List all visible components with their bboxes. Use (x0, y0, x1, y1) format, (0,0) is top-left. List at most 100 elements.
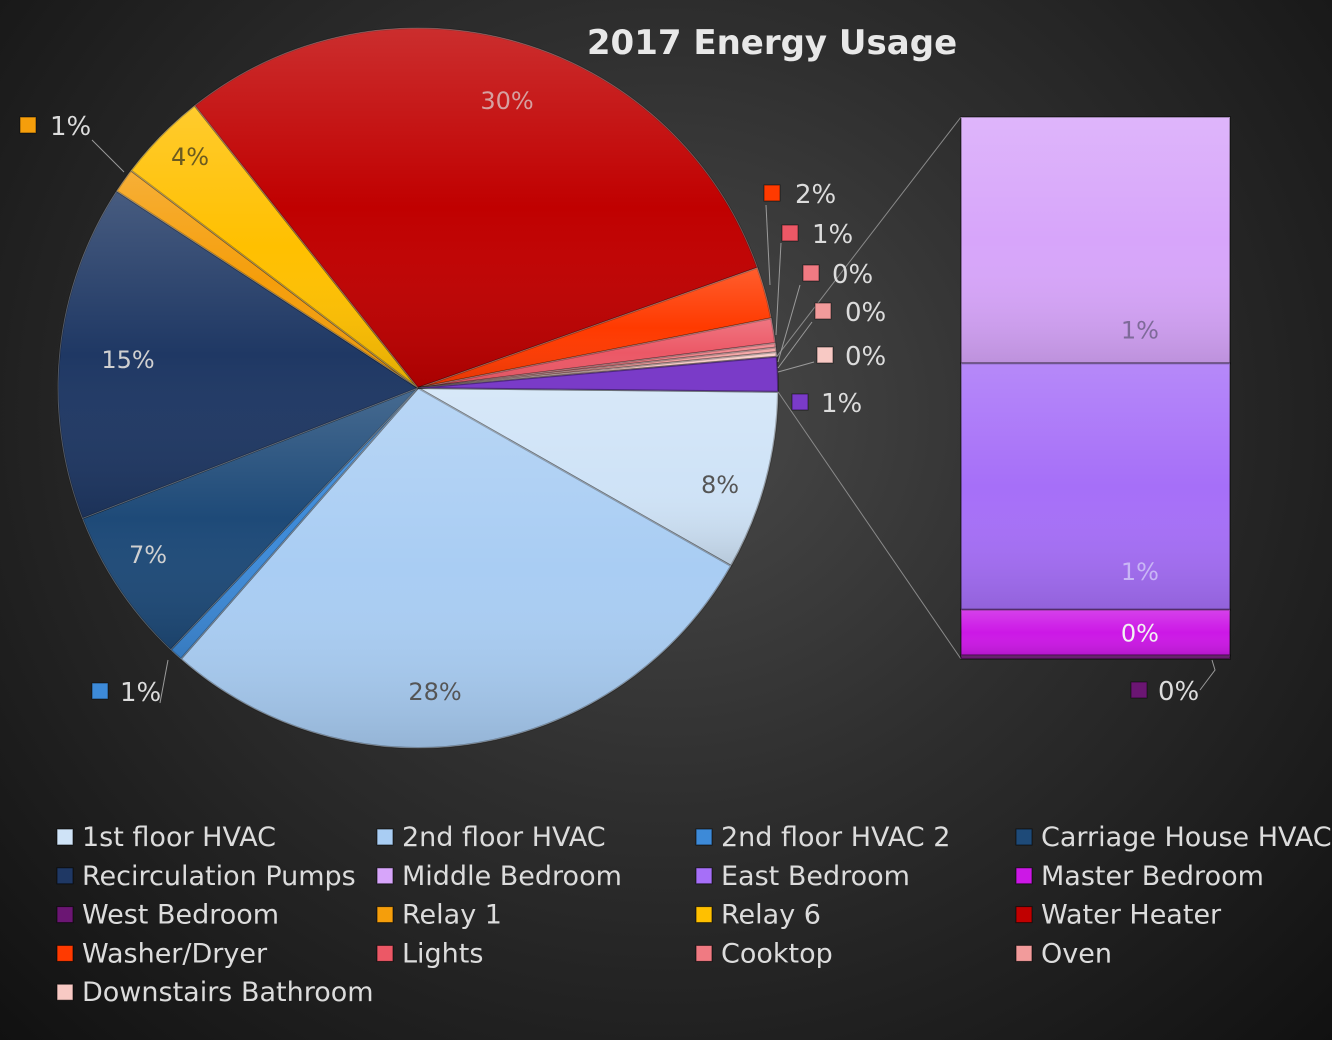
leader-line (1199, 659, 1216, 691)
legend-item-oven: Oven (1015, 938, 1112, 969)
legend-item-master-bedroom: Master Bedroom (1015, 861, 1264, 892)
legend-item-water-heater: Water Heater (1015, 900, 1222, 931)
legend-swatch (376, 828, 394, 846)
chart-title: 2017 Energy Usage (587, 23, 957, 63)
pie-slice-shine (417, 342, 777, 389)
legend-label: 2nd floor HVAC (402, 822, 606, 853)
data-label-2nd-floor-hvac: 28% (408, 678, 461, 706)
legend-label: West Bedroom (82, 900, 279, 931)
leader-line (91, 139, 125, 173)
data-label-2nd-floor-hvac-2: 1% (120, 678, 161, 708)
connector-line (777, 391, 962, 660)
legend-label: Relay 6 (721, 900, 821, 931)
legend-item-washer-dryer: Washer/Dryer (56, 938, 268, 969)
data-label-oven: 0% (845, 298, 886, 328)
legend-swatch (56, 867, 74, 885)
label-marker-west-bedroom (1130, 681, 1148, 699)
pie-slice-shine (417, 317, 776, 389)
data-label-downstairs-bathroom: 0% (845, 342, 886, 372)
data-label-other: 1% (821, 389, 862, 419)
data-label-carriage-house-hvac: 7% (129, 541, 167, 569)
data-label-lights: 1% (812, 220, 853, 250)
legend-swatch (695, 906, 713, 924)
label-marker-washer-dryer (763, 184, 781, 202)
label-marker-lights (781, 224, 799, 242)
legend-swatch (695, 867, 713, 885)
legend-swatch (695, 828, 713, 846)
legend-label: Washer/Dryer (82, 938, 268, 969)
legend-label: Carriage House HVAC (1041, 822, 1332, 853)
data-label-west-bedroom: 0% (1158, 677, 1199, 707)
secondary-stacked-bar (960, 116, 1231, 661)
label-marker-downstairs-bathroom (816, 346, 834, 364)
label-marker-oven (814, 302, 832, 320)
legend-item-relay-1: Relay 1 (376, 900, 502, 931)
data-label-cooktop: 0% (832, 260, 873, 290)
label-marker-relay-1 (19, 116, 37, 134)
bar-connector-lines (776, 116, 962, 660)
leader-line (777, 321, 813, 369)
legend-label: 2nd floor HVAC 2 (721, 822, 950, 853)
bar-segment-shine (961, 363, 1230, 610)
legend-label: Relay 1 (402, 900, 502, 931)
label-marker-cooktop (802, 264, 820, 282)
legend-label: 1st floor HVAC (82, 822, 276, 853)
data-labels: 8% 28% 1% 7% 15% 1% 4% 30% 2% 1% 0% 0% 0% 1% 1% 1% 0% 0% (19, 87, 1216, 708)
bar-segment-shine (961, 655, 1230, 659)
legend-item-east-bedroom: East Bedroom (695, 861, 910, 892)
connector-line (776, 116, 962, 358)
legend-label: Cooktop (721, 938, 833, 969)
legend-swatch (1015, 828, 1033, 846)
legend-swatch (376, 944, 394, 962)
legend-item-relay-6: Relay 6 (695, 900, 821, 931)
pie-slice-shine (170, 387, 419, 660)
leader-line (777, 361, 815, 373)
legend-swatch (376, 867, 394, 885)
legend-label: Lights (402, 938, 483, 969)
legend-label: Middle Bedroom (402, 861, 622, 892)
legend-label: Oven (1041, 938, 1112, 969)
bar-segment-shine (961, 609, 1230, 656)
legend-item-2nd-floor-hvac-2: 2nd floor HVAC 2 (695, 822, 950, 853)
label-marker-other (791, 393, 809, 411)
legend-item-recirculation-pumps: Recirculation Pumps (56, 861, 356, 892)
data-label-relay-1: 1% (50, 112, 91, 142)
leader-line (775, 242, 782, 336)
legend-item-cooktop: Cooktop (695, 938, 833, 969)
legend-swatch (695, 944, 713, 962)
bar-label-master-bedroom: 0% (1121, 620, 1159, 648)
legend-swatch (56, 983, 74, 1001)
data-label-washer-dryer: 2% (795, 180, 836, 210)
pie-slice-shine (180, 387, 732, 749)
legend-item-west-bedroom: West Bedroom (56, 900, 279, 931)
pie-slice-shine (130, 104, 419, 389)
legend: 1st floor HVAC 2nd floor HVAC 2nd floor HV… (56, 822, 1332, 1008)
legend-item-2nd-floor-hvac: 2nd floor HVAC (376, 822, 606, 853)
legend-swatch (376, 906, 394, 924)
pie-slice-shine (417, 267, 772, 389)
pie-slice-shine (57, 190, 420, 520)
data-label-recirculation-pumps: 15% (101, 346, 154, 374)
pie-slices (57, 27, 779, 749)
pie-slice-shine (194, 27, 758, 389)
data-label-water-heater: 30% (480, 87, 533, 115)
leader-line (159, 659, 169, 704)
pie-slice-shine (81, 387, 419, 651)
legend-swatch (1015, 867, 1033, 885)
legend-label: East Bedroom (721, 861, 910, 892)
legend-label: Recirculation Pumps (82, 861, 356, 892)
legend-item-middle-bedroom: Middle Bedroom (376, 861, 622, 892)
legend-swatch (1015, 906, 1033, 924)
legend-item-carriage-house-hvac: Carriage House HVAC (1015, 822, 1332, 853)
legend-swatch (1015, 944, 1033, 962)
legend-label: Master Bedroom (1041, 861, 1264, 892)
bar-label-east-bedroom: 1% (1121, 558, 1159, 586)
leader-line (777, 284, 801, 363)
legend-label: Water Heater (1041, 900, 1222, 931)
data-label-1st-floor-hvac: 8% (701, 471, 739, 499)
pie-slice-shine (416, 387, 779, 567)
legend-swatch (56, 828, 74, 846)
legend-item-downstairs-bathroom: Downstairs Bathroom (56, 977, 374, 1008)
legend-swatch (56, 906, 74, 924)
